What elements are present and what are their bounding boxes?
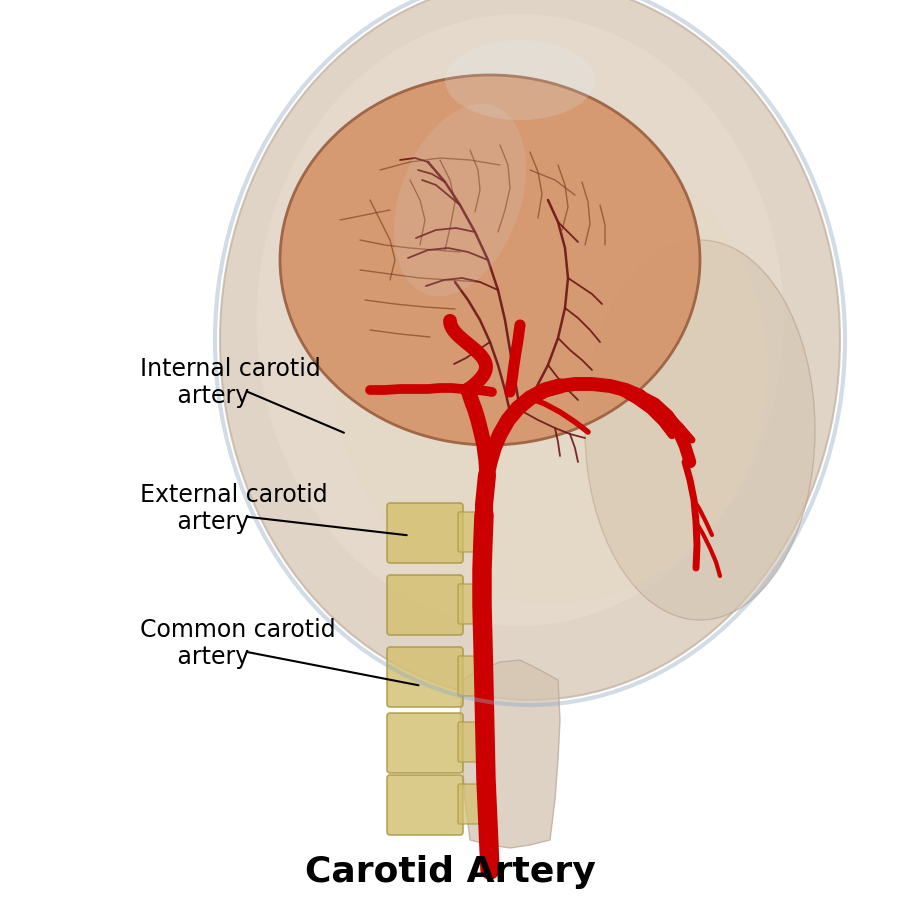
FancyBboxPatch shape [387, 503, 463, 563]
Ellipse shape [394, 104, 526, 296]
Text: External carotid
     artery: External carotid artery [140, 482, 327, 535]
FancyBboxPatch shape [387, 713, 463, 773]
FancyBboxPatch shape [458, 584, 490, 624]
Text: Internal carotid
     artery: Internal carotid artery [140, 356, 320, 409]
Polygon shape [460, 660, 560, 848]
Ellipse shape [256, 14, 784, 626]
Ellipse shape [280, 75, 700, 445]
FancyBboxPatch shape [458, 656, 490, 696]
Ellipse shape [445, 40, 595, 120]
FancyBboxPatch shape [387, 775, 463, 835]
Ellipse shape [220, 0, 840, 700]
Text: Carotid Artery: Carotid Artery [304, 855, 596, 889]
FancyBboxPatch shape [387, 575, 463, 635]
Ellipse shape [585, 240, 815, 620]
FancyBboxPatch shape [458, 784, 490, 824]
FancyBboxPatch shape [458, 722, 490, 762]
Ellipse shape [333, 136, 767, 604]
FancyBboxPatch shape [387, 647, 463, 707]
Text: Common carotid
     artery: Common carotid artery [140, 617, 335, 670]
FancyBboxPatch shape [458, 512, 490, 552]
